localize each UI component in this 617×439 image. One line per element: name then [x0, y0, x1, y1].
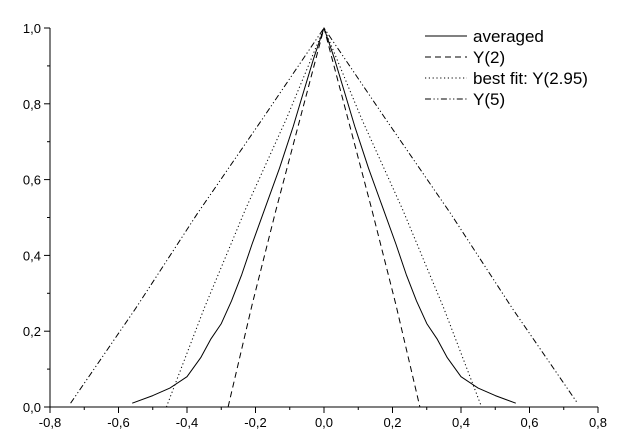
legend-label: averaged — [473, 27, 544, 46]
series-line-2 — [165, 27, 483, 408]
y-tick-label: 1,0 — [23, 21, 41, 36]
x-tick-label: 0,6 — [520, 415, 538, 430]
tick-marks — [44, 27, 599, 413]
y-tick-label: 0,2 — [23, 324, 41, 339]
legend-label: best fit: Y(2.95) — [473, 69, 588, 88]
legend-label: Y(5) — [473, 90, 505, 109]
x-tick-label: -0,6 — [107, 415, 129, 430]
y-tick-label: 0,4 — [23, 248, 41, 263]
x-tick-label: 0,8 — [589, 415, 607, 430]
series-lines — [70, 27, 578, 408]
tick-labels: -0,8 -0,6 -0,4 -0,2 0,0 0,2 0,4 0,6 0,8 0,0 0,2 0,4… — [23, 21, 607, 430]
y-tick-label: 0,0 — [23, 400, 41, 415]
x-tick-label: -0,4 — [176, 415, 198, 430]
x-tick-label: -0,8 — [39, 415, 61, 430]
x-tick-label: 0,4 — [452, 415, 470, 430]
y-tick-label: 0,8 — [23, 97, 41, 112]
x-tick-label: -0,2 — [244, 415, 266, 430]
x-tick-label: 0,2 — [383, 415, 401, 430]
y-tick-label: 0,6 — [23, 173, 41, 188]
series-line-1 — [227, 27, 421, 408]
legend-label: Y(2) — [473, 48, 505, 67]
series-line-3 — [70, 27, 578, 404]
x-tick-label: 0,0 — [315, 415, 333, 430]
legend: averaged Y(2) best fit: Y(2.95) Y(5) — [425, 27, 588, 109]
